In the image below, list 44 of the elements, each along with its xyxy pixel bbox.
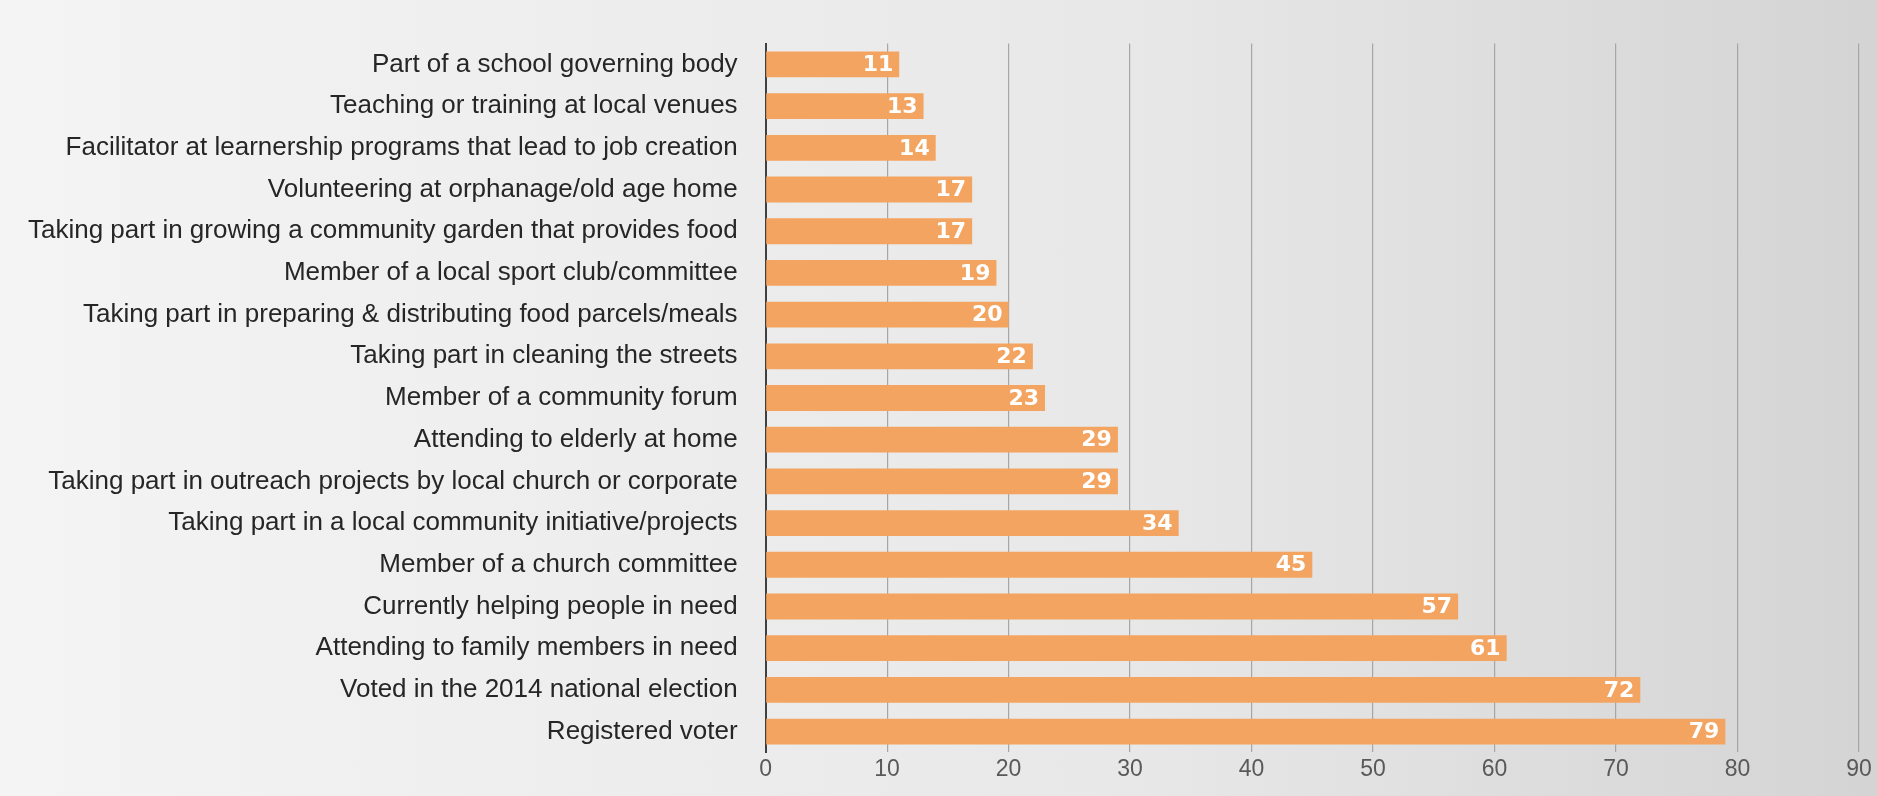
x-tick-label: 90 — [1846, 754, 1872, 781]
y-tick-label: Taking part in outreach projects by local church or corporate — [48, 464, 738, 495]
data-label: 72 — [1603, 676, 1635, 702]
data-label: 34 — [1142, 509, 1173, 535]
data-label: 13 — [886, 92, 918, 118]
data-label: 17 — [935, 176, 967, 202]
x-tick-label: 70 — [1603, 754, 1629, 781]
data-label: 20 — [971, 301, 1003, 327]
data-label: 45 — [1275, 551, 1307, 577]
y-tick-label: Member of a local sport club/committee — [283, 256, 738, 287]
data-label: 14 — [899, 134, 930, 160]
data-label: 61 — [1470, 634, 1501, 660]
y-tick-label: Attending to elderly at home — [413, 422, 738, 453]
data-label: 29 — [1081, 468, 1112, 494]
y-tick-label: Volunteering at orphanage/old age home — [267, 172, 738, 203]
y-tick-label: Facilitator at learnership programs that lead to job creation — [65, 131, 738, 162]
data-label: 22 — [996, 343, 1027, 369]
x-tick-label: 80 — [1724, 754, 1751, 781]
data-label: 23 — [1008, 384, 1040, 410]
y-tick-label: Part of a school governing body — [371, 47, 738, 78]
y-tick-label: Voted in the 2014 national election — [340, 673, 738, 704]
y-tick-label: Teaching or training at local venues — [330, 89, 738, 120]
x-tick-label: 0 — [759, 754, 773, 781]
x-tick-label: 20 — [995, 754, 1022, 781]
x-tick-label: 50 — [1360, 754, 1386, 781]
data-label: 19 — [959, 259, 991, 285]
y-tick-label: Member of a church committee — [379, 547, 738, 578]
x-tick-label: 40 — [1238, 754, 1265, 781]
data-label: 57 — [1421, 593, 1453, 619]
y-tick-label: Attending to family members in need — [315, 631, 738, 662]
x-tick-label: 30 — [1117, 754, 1143, 781]
y-tick-label: Registered voter — [546, 714, 738, 745]
y-tick-label: Taking part in preparing & distributing food parcels/meals — [82, 297, 738, 328]
y-tick-label: Taking part in a local community initiative/projects — [168, 506, 738, 537]
data-label: 29 — [1081, 426, 1112, 452]
y-tick-label: Member of a community forum — [385, 381, 738, 412]
y-tick-label: Currently helping people in need — [363, 589, 738, 620]
x-tick-label: 60 — [1481, 754, 1508, 781]
data-label: 79 — [1688, 718, 1720, 744]
y-tick-label: Taking part in growing a community garden that provides food — [27, 214, 738, 245]
data-label: 11 — [862, 51, 894, 77]
y-tick-label: Taking part in cleaning the streets — [350, 339, 738, 370]
x-tick-label: 10 — [874, 754, 900, 781]
data-label: 17 — [935, 217, 967, 243]
